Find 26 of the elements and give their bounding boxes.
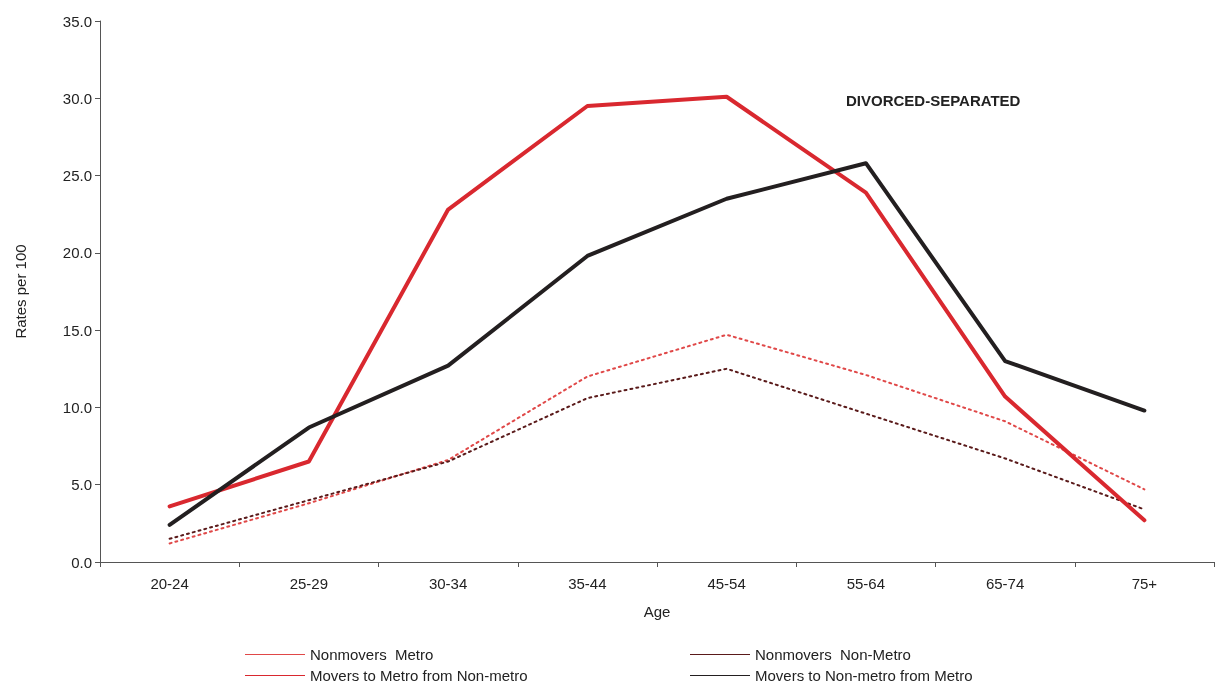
legend-label: Nonmovers Metro bbox=[310, 646, 434, 663]
y-tick-label: 5.0 bbox=[71, 476, 92, 494]
x-axis-title: Age bbox=[643, 603, 671, 620]
y-tick-label: 30.0 bbox=[62, 89, 92, 107]
line-series bbox=[168, 333, 1146, 545]
x-tick-label: 75+ bbox=[1131, 575, 1158, 592]
y-tick-label: 15.0 bbox=[62, 321, 92, 339]
legend-label: Nonmovers Non-Metro bbox=[755, 646, 911, 663]
x-tick-label: 20-24 bbox=[150, 575, 189, 592]
x-tick-label: 25-29 bbox=[289, 575, 329, 592]
line-series bbox=[167, 161, 1147, 527]
x-tick-label: 30-34 bbox=[428, 575, 468, 592]
x-tick-label: 45-54 bbox=[707, 575, 746, 592]
y-tick-label: 35.0 bbox=[62, 12, 92, 30]
annotation: DIVORCED-SEPARATED bbox=[846, 92, 1021, 109]
y-tick-label: 0.0 bbox=[71, 553, 92, 571]
y-tick-label: 20.0 bbox=[62, 244, 92, 262]
x-tick-label: 65-74 bbox=[985, 575, 1025, 592]
legend-label: Movers to Metro from Non-metro bbox=[310, 667, 528, 684]
y-axis-title: Rates per 100 bbox=[12, 244, 29, 339]
legend-label: Movers to Non-metro from Metro bbox=[755, 667, 973, 684]
line-series bbox=[167, 94, 1147, 523]
x-tick-label: 55-64 bbox=[846, 575, 886, 592]
y-tick-label: 25.0 bbox=[62, 167, 92, 185]
y-tick-label: 10.0 bbox=[62, 398, 92, 416]
x-tick-label: 35-44 bbox=[568, 575, 607, 592]
